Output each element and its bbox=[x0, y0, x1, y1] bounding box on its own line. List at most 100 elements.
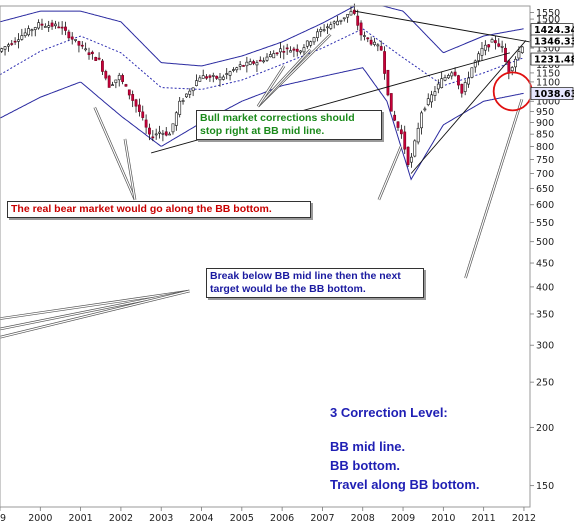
candle-up bbox=[332, 21, 336, 24]
pointer-line bbox=[464, 99, 523, 279]
trend-line bbox=[410, 40, 527, 174]
candle-down bbox=[208, 75, 212, 78]
candle-down bbox=[151, 136, 155, 139]
candle-up bbox=[191, 87, 195, 92]
candle-up bbox=[0, 48, 4, 52]
y-tick-label: 700 bbox=[536, 169, 554, 180]
candle-up bbox=[336, 20, 339, 26]
candle-up bbox=[268, 54, 272, 58]
candle-up bbox=[238, 64, 242, 67]
candle-down bbox=[497, 43, 501, 47]
candle-up bbox=[185, 93, 188, 98]
candle-down bbox=[80, 44, 84, 47]
candle-down bbox=[77, 41, 81, 46]
candle-up bbox=[477, 53, 481, 61]
candle-up bbox=[47, 25, 51, 28]
candle-down bbox=[124, 84, 128, 87]
break-below-note: Break below BB mid line then the next ta… bbox=[206, 268, 424, 298]
y-tick-label: 950 bbox=[536, 107, 554, 118]
candle-up bbox=[309, 41, 313, 46]
candle-down bbox=[487, 44, 491, 48]
candle-up bbox=[20, 35, 24, 40]
candle-down bbox=[366, 37, 370, 40]
candle-down bbox=[275, 52, 279, 55]
candle-down bbox=[379, 46, 383, 51]
candle-down bbox=[134, 99, 138, 107]
candle-up bbox=[30, 29, 34, 32]
x-tick-label: 2001 bbox=[69, 513, 93, 524]
level-item-bottom: BB bottom. bbox=[330, 458, 401, 473]
y-tick-label: 850 bbox=[536, 130, 554, 141]
candle-down bbox=[507, 60, 511, 74]
candle-down bbox=[121, 75, 124, 82]
candle-down bbox=[104, 71, 108, 79]
candle-up bbox=[346, 14, 350, 18]
candle-up bbox=[161, 132, 165, 135]
candle-up bbox=[440, 78, 444, 88]
candle-up bbox=[168, 133, 172, 136]
y-tick-label: 800 bbox=[536, 142, 554, 153]
candle-down bbox=[494, 40, 497, 44]
pointer-line bbox=[124, 138, 136, 200]
bb-mid-band bbox=[0, 28, 524, 90]
y-tick-label: 200 bbox=[536, 423, 554, 434]
candle-down bbox=[292, 48, 296, 51]
candle-down bbox=[64, 26, 67, 31]
x-tick-label: 2008 bbox=[351, 513, 375, 524]
candle-up bbox=[302, 47, 306, 53]
y-tick-label: 300 bbox=[536, 341, 554, 352]
y-tick-label: 1000 bbox=[536, 97, 560, 108]
x-tick-label: 99 bbox=[0, 513, 6, 524]
candle-down bbox=[399, 129, 403, 135]
x-tick-label: 2002 bbox=[109, 513, 133, 524]
candle-up bbox=[27, 28, 30, 36]
price-label-box bbox=[530, 87, 574, 100]
x-tick-label: 2009 bbox=[391, 513, 415, 524]
candle-up bbox=[201, 75, 205, 79]
y-tick-label: 500 bbox=[536, 237, 554, 248]
candle-up bbox=[443, 77, 447, 81]
x-tick-label: 2006 bbox=[270, 513, 294, 524]
candle-up bbox=[326, 26, 329, 29]
candle-up bbox=[218, 76, 222, 81]
candle-down bbox=[352, 9, 356, 14]
candle-up bbox=[319, 29, 323, 32]
candle-up bbox=[470, 67, 474, 78]
candle-up bbox=[158, 131, 161, 134]
candle-up bbox=[305, 40, 309, 47]
pointer-line bbox=[257, 49, 311, 107]
candle-down bbox=[94, 57, 98, 61]
candle-up bbox=[211, 75, 215, 77]
candle-up bbox=[171, 123, 175, 133]
price-label: 1424.34 bbox=[534, 25, 574, 36]
y-tick-label: 1500 bbox=[536, 15, 560, 26]
candle-down bbox=[504, 47, 507, 62]
candle-up bbox=[232, 69, 235, 71]
x-tick-label: 2000 bbox=[28, 513, 52, 524]
candle-up bbox=[198, 77, 202, 82]
y-tick-label: 1550 bbox=[536, 8, 560, 19]
candle-up bbox=[463, 82, 467, 92]
candle-down bbox=[457, 75, 460, 86]
level-item-mid-line: BB mid line. bbox=[330, 439, 406, 454]
candle-up bbox=[473, 60, 477, 68]
candle-up bbox=[342, 17, 346, 20]
x-tick-label: 2005 bbox=[230, 513, 254, 524]
candle-up bbox=[111, 84, 114, 86]
candle-down bbox=[396, 121, 400, 128]
x-tick-label: 2010 bbox=[431, 513, 455, 524]
bb-upper-band bbox=[0, 5, 524, 67]
candle-up bbox=[376, 44, 380, 47]
candle-up bbox=[315, 31, 319, 38]
bear-market-note: The real bear market would go along the … bbox=[7, 201, 311, 218]
candle-up bbox=[279, 48, 282, 53]
candle-up bbox=[84, 48, 88, 51]
price-label-box bbox=[530, 52, 574, 66]
candle-up bbox=[195, 80, 198, 86]
candle-up bbox=[312, 37, 316, 43]
price-label: 1231.48 bbox=[534, 55, 574, 66]
candle-down bbox=[389, 93, 393, 112]
candle-down bbox=[148, 127, 151, 135]
candle-down bbox=[57, 26, 61, 29]
